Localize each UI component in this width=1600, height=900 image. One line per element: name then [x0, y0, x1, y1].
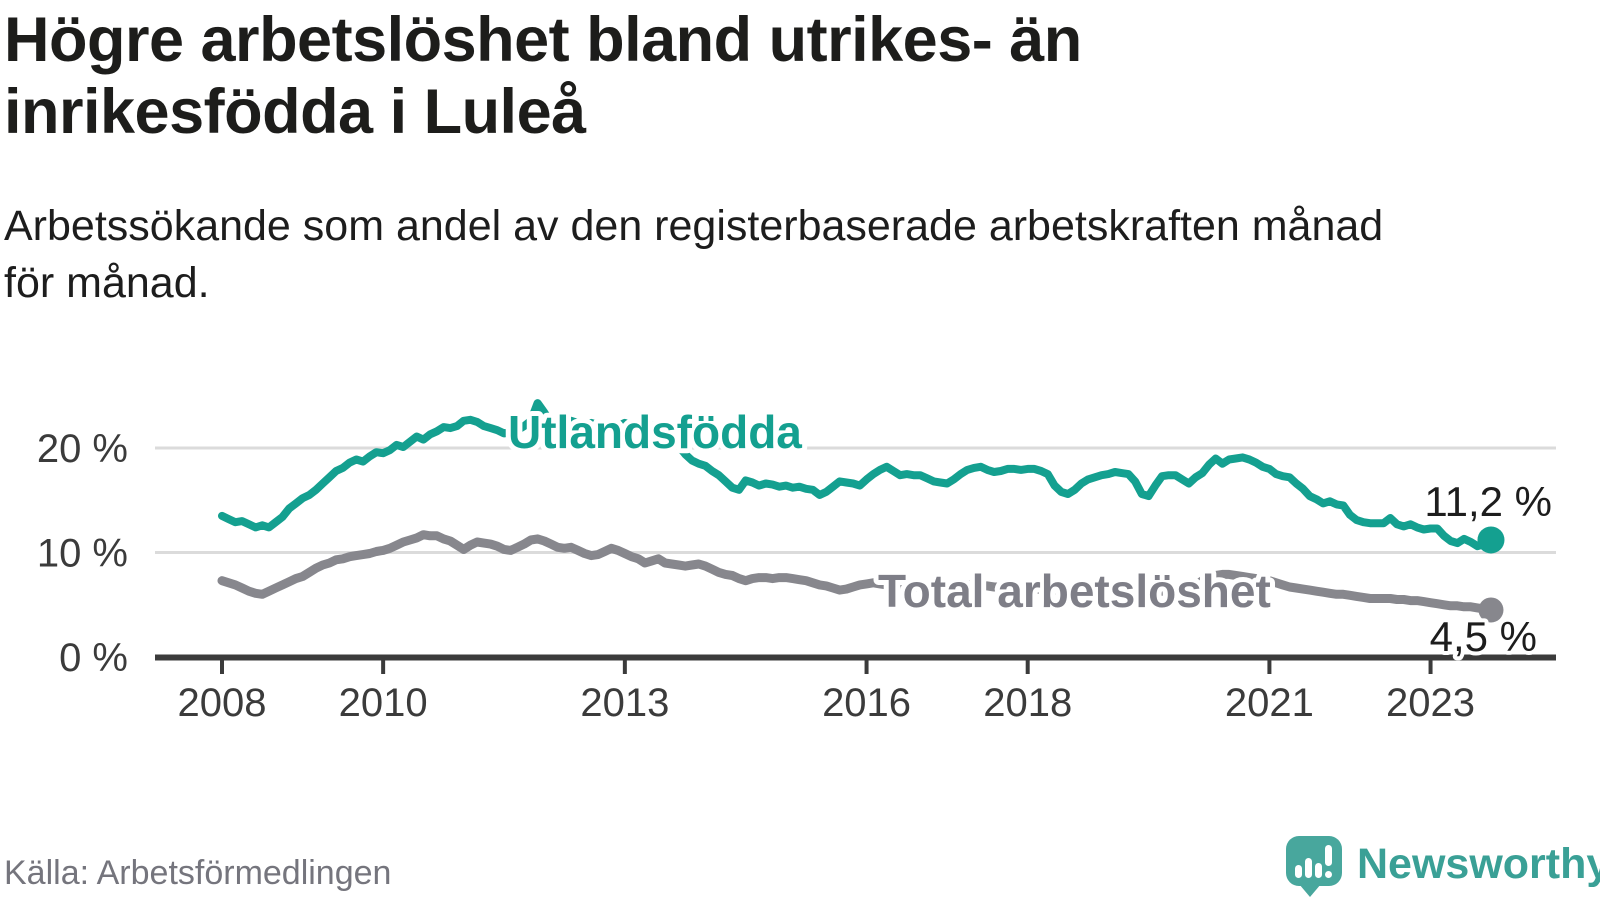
y-tick-label-20: 20 % [37, 427, 128, 471]
logo-bubble [1286, 836, 1342, 886]
series-label-total: Total arbetslöshet [878, 565, 1271, 617]
series-endpoints [1477, 526, 1505, 623]
chart-subtitle-line-2: för månad. [4, 258, 210, 307]
series-end-dot-total [1478, 597, 1504, 623]
series-line-utlandsfodda [218, 399, 1495, 551]
x-tick-label-2013: 2013 [580, 681, 669, 725]
x-tick-label-2010: 2010 [339, 681, 428, 725]
chart-title-line-1: Högre arbetslöshet bland utrikes- än [4, 5, 1082, 75]
end-value-label-total: 4,5 % [1430, 613, 1537, 660]
x-tick-label-2023: 2023 [1386, 681, 1475, 725]
logo-bar-2 [1305, 858, 1312, 878]
x-axis: 2008 2010 2013 2016 2018 2021 2023 [155, 654, 1556, 725]
newsworthy-speech-bubble-chart-icon [1286, 836, 1342, 898]
chart-title-line-2: inrikesfödda i Luleå [4, 77, 586, 148]
series-label-utlandsfodda: Utlandsfödda [508, 406, 802, 458]
series-end-dot-utlandsfodda [1477, 526, 1505, 554]
series-labels: Utlandsfödda Total arbetslöshet [503, 401, 1276, 622]
chart-title: Högre arbetslöshet bland utrikes- än inr… [4, 4, 1564, 149]
x-tick-label-2021: 2021 [1225, 681, 1314, 725]
y-tick-label-0: 0 % [59, 636, 128, 680]
source-note: Källa: Arbetsförmedlingen [4, 854, 392, 892]
series-line-total [217, 530, 1496, 615]
y-tick-label-10: 10 % [37, 532, 128, 576]
x-tick-label-2008: 2008 [178, 681, 267, 725]
chart-subtitle: Arbetssökande som andel av den registerb… [4, 198, 1584, 312]
logo-bubble-tail [1299, 884, 1321, 897]
chart-subtitle-line-1: Arbetssökande som andel av den registerb… [4, 202, 1384, 250]
series-lines [217, 399, 1496, 615]
end-value-labels: 11,2 % 4,5 % [1420, 474, 1556, 664]
logo-bar-3 [1315, 863, 1322, 878]
x-tick-label-2016: 2016 [822, 681, 911, 725]
logo-exclamation-bar [1325, 845, 1332, 866]
newsworthy-wordmark: Newsworthy [1357, 839, 1600, 888]
end-value-label-utlandsfodda: 11,2 % [1424, 478, 1552, 525]
newsworthy-logo: Newsworthy [1286, 836, 1600, 898]
x-tick-label-2018: 2018 [983, 681, 1072, 725]
y-axis-labels: 0 % 10 % 20 % [37, 427, 128, 680]
logo-bar-1 [1295, 865, 1302, 878]
logo-exclamation-dot [1325, 871, 1332, 878]
